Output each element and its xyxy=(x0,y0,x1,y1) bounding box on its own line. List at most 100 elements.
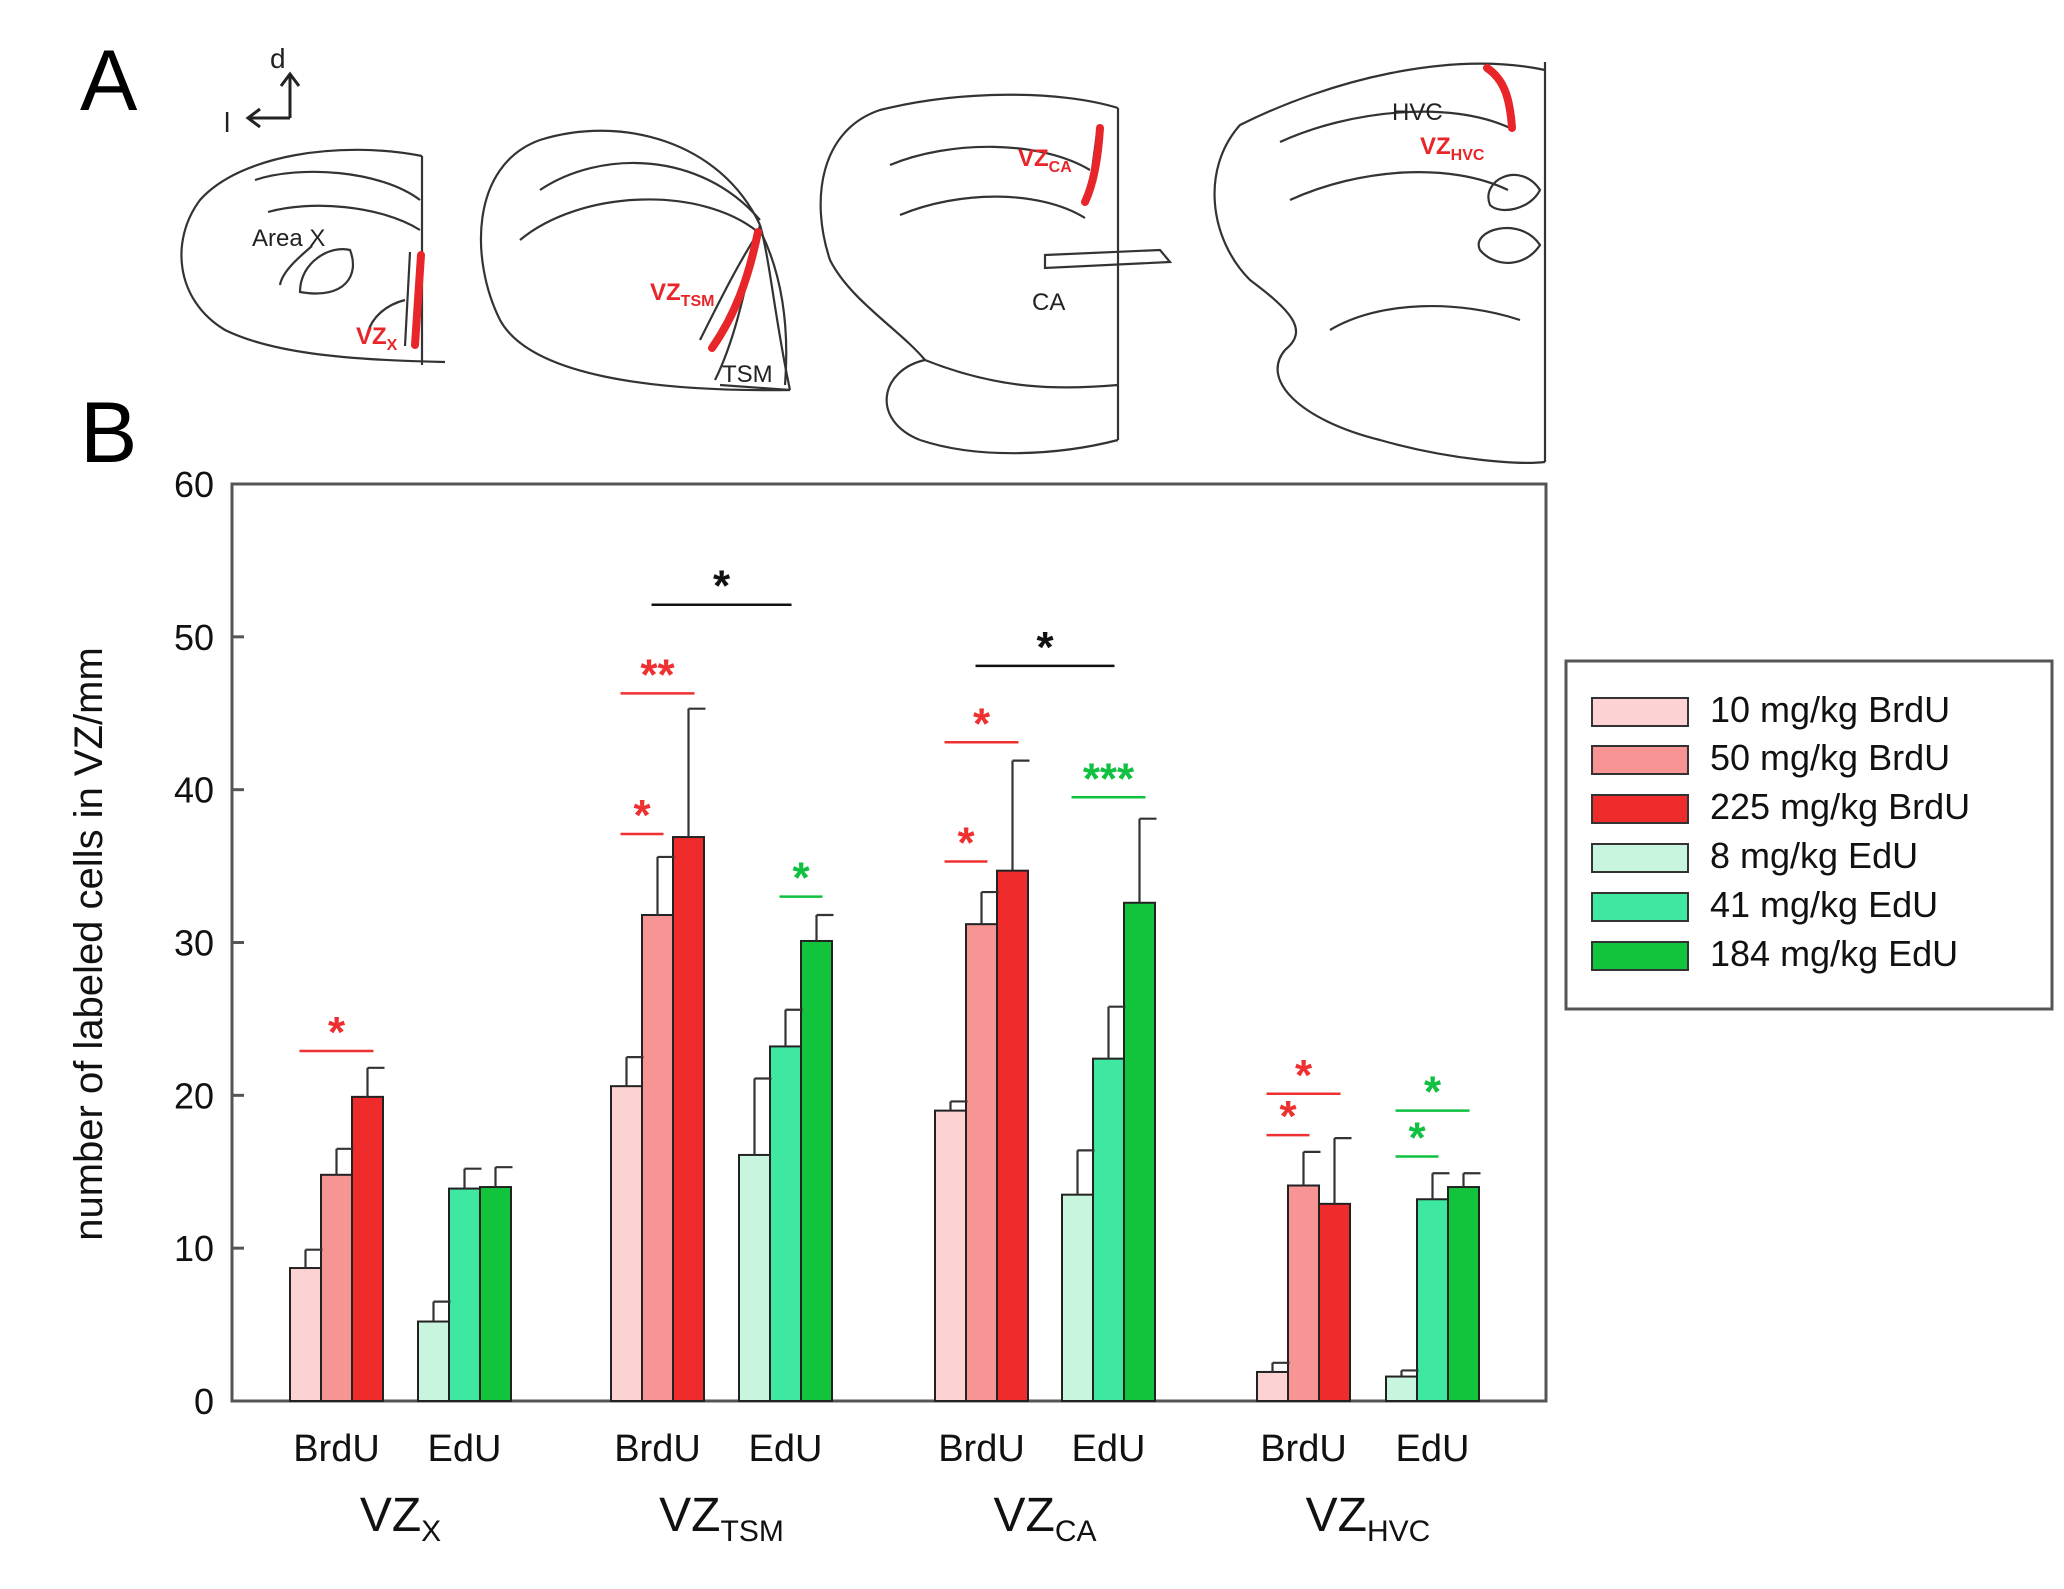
bar xyxy=(800,939,833,1402)
plot-bars xyxy=(289,836,1480,1403)
brain-section-area-x xyxy=(180,148,446,365)
legend-label-225-brdu: 225 mg/kg BrdU xyxy=(1710,786,1970,827)
bar xyxy=(738,1153,771,1403)
orientation-lateral-label: l xyxy=(224,107,230,138)
bar xyxy=(996,869,1029,1402)
bar xyxy=(1416,1198,1449,1403)
significance-star: * xyxy=(973,699,991,748)
error-bar xyxy=(980,890,999,925)
region-label: VZX xyxy=(360,1489,441,1548)
bar xyxy=(610,1085,643,1402)
bar xyxy=(769,1045,802,1402)
error-bar xyxy=(366,1066,385,1097)
ca-label: CA xyxy=(1032,289,1065,316)
region-label: VZTSM xyxy=(659,1489,784,1548)
bar xyxy=(1385,1375,1418,1402)
brain-section-hvc xyxy=(1213,62,1547,464)
y-axis-title: number of labeled cells in VZ/mm xyxy=(67,647,111,1241)
subgroup-label: BrdU xyxy=(1260,1428,1347,1470)
vz-tsm-label: VZTSM xyxy=(650,279,714,310)
bar xyxy=(448,1187,481,1402)
x-axis-labels: BrdU EdU VZX BrdU EdU VZTSM BrdU EdU VZCA BrdU EdU… xyxy=(293,1428,1469,1548)
y-tick-label: 0 xyxy=(194,1381,214,1422)
bar xyxy=(1061,1193,1094,1403)
significance-star: * xyxy=(1279,1092,1297,1141)
error-bar xyxy=(753,1077,772,1155)
y-tick-label: 10 xyxy=(174,1228,214,1269)
y-tick-label: 20 xyxy=(174,1075,214,1116)
legend-swatch-41-edu xyxy=(1591,892,1689,922)
error-bar xyxy=(687,707,706,838)
vz-x-label: VZX xyxy=(356,323,398,354)
error-bar xyxy=(304,1248,323,1269)
legend-swatch-50-brdu xyxy=(1591,745,1689,775)
error-bar xyxy=(656,855,675,915)
bar xyxy=(1092,1057,1125,1402)
orientation-arrows xyxy=(245,71,301,129)
vz-ca-highlight xyxy=(1081,124,1104,206)
error-bar xyxy=(463,1167,482,1189)
legend-label-41-edu: 41 mg/kg EdU xyxy=(1710,884,1938,925)
subgroup-label: EdU xyxy=(428,1428,502,1470)
error-bar xyxy=(625,1056,644,1087)
significance-star: * xyxy=(1424,1068,1442,1117)
bar xyxy=(289,1267,322,1403)
significance-star: * xyxy=(713,562,731,611)
vz-hvc-highlight xyxy=(1483,64,1516,132)
bar xyxy=(479,1186,512,1402)
vz-x-highlight xyxy=(411,251,425,349)
plot-error-bars xyxy=(304,707,1481,1377)
bar xyxy=(351,1095,384,1403)
error-bar xyxy=(494,1166,513,1188)
legend: 10 mg/kg BrdU 50 mg/kg BrdU 225 mg/kg Br… xyxy=(1564,659,2054,1011)
y-tick-label: 60 xyxy=(174,464,214,505)
area-x-label: Area X xyxy=(252,225,325,252)
legend-swatch-184-edu xyxy=(1591,941,1689,971)
tsm-label: TSM xyxy=(722,361,773,388)
significance-star: * xyxy=(1408,1113,1426,1162)
brain-section-tsm xyxy=(479,129,792,392)
bar xyxy=(1318,1202,1351,1402)
error-bar xyxy=(815,913,834,941)
bar xyxy=(641,913,674,1402)
legend-label-184-edu: 184 mg/kg EdU xyxy=(1710,933,1958,974)
legend-label-10-brdu: 10 mg/kg BrdU xyxy=(1710,689,1950,730)
error-bar xyxy=(1076,1149,1095,1195)
bar xyxy=(417,1320,450,1402)
significance-star: * xyxy=(792,854,810,903)
y-tick-label: 30 xyxy=(174,923,214,964)
error-bar xyxy=(1431,1172,1450,1200)
panel-a-label: A xyxy=(80,33,138,129)
error-bar xyxy=(784,1008,803,1047)
error-bar xyxy=(949,1100,968,1111)
brain-section-ca xyxy=(819,93,1173,455)
y-tick-label: 50 xyxy=(174,617,214,658)
error-bar xyxy=(1011,759,1030,871)
significance-star: ** xyxy=(640,650,675,699)
significance-star: * xyxy=(957,818,975,867)
y-axis: 0 10 20 30 40 50 60 xyxy=(174,464,244,1422)
error-bar xyxy=(1302,1150,1321,1186)
plot-significance: **************** xyxy=(299,562,1470,1162)
vz-tsm-highlight xyxy=(708,228,762,352)
y-tick-label: 40 xyxy=(174,770,214,811)
significance-star: *** xyxy=(1083,754,1135,803)
error-bar xyxy=(1138,817,1157,903)
orientation-dorsal-label: d xyxy=(270,43,286,74)
panel-b-label: B xyxy=(80,385,137,481)
bar xyxy=(672,836,705,1402)
legend-label-8-edu: 8 mg/kg EdU xyxy=(1710,835,1918,876)
error-bar xyxy=(1107,1005,1126,1059)
bar xyxy=(1287,1184,1320,1402)
significance-star: * xyxy=(1295,1051,1313,1100)
error-bar xyxy=(335,1147,354,1175)
bar xyxy=(934,1109,967,1403)
bar xyxy=(1447,1186,1480,1402)
significance-star: * xyxy=(328,1008,346,1057)
subgroup-label: BrdU xyxy=(614,1428,701,1470)
bar xyxy=(1123,901,1156,1402)
bar xyxy=(1256,1370,1289,1403)
region-label: VZHVC xyxy=(1306,1489,1431,1548)
error-bar xyxy=(1333,1137,1352,1204)
subgroup-label: EdU xyxy=(749,1428,823,1470)
